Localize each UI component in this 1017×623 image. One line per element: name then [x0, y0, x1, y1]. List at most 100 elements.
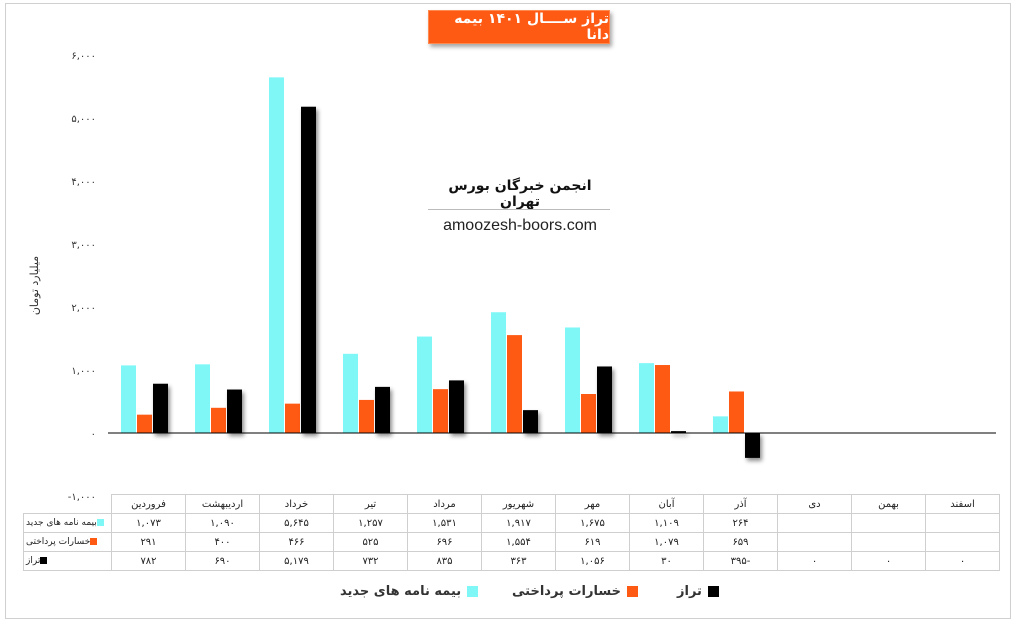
y-tick-label: ۲,۰۰۰ — [71, 303, 96, 314]
data-label — [851, 532, 926, 552]
watermark-website: amoozesh-boors.com — [443, 217, 597, 234]
y-tick-label: ۴,۰۰۰ — [71, 177, 96, 188]
data-label: ۵,۶۴۵ — [259, 513, 334, 533]
legend-key — [90, 538, 98, 545]
legend-label: تراز — [677, 584, 702, 599]
data-label: ۶۹۰ — [185, 551, 260, 571]
x-tick-label: اردیبهشت — [185, 494, 260, 514]
data-label: ۵,۱۷۹ — [259, 551, 334, 571]
data-label: ۴۶۶ — [259, 532, 334, 552]
data-label: ۸۳۵ — [407, 551, 482, 571]
data-label: ۱,۹۱۷ — [481, 513, 556, 533]
series-name: بیمه نامه های جدید — [26, 518, 97, 528]
legend-swatch — [467, 586, 479, 597]
row-header: بیمه نامه های جدید — [23, 513, 112, 533]
bar — [359, 399, 374, 433]
y-tick-label: ۱,۰۰۰ — [71, 366, 96, 377]
x-tick-label: فروردین — [111, 494, 186, 514]
data-label: ۱,۵۵۴ — [481, 532, 556, 552]
series-name: تراز — [26, 556, 41, 566]
bar — [137, 414, 152, 433]
data-label: ۱,۱۰۹ — [629, 513, 704, 533]
bar — [153, 383, 168, 433]
bar — [449, 380, 464, 433]
bar — [671, 431, 686, 433]
bar — [211, 407, 226, 433]
data-label — [925, 513, 1000, 533]
y-axis-label: میلیارد تومان — [28, 255, 42, 315]
legend-key — [40, 557, 48, 564]
legend-key — [96, 519, 104, 526]
chart-title: تراز ســــال ۱۴۰۱ بیمه دانا — [428, 10, 610, 44]
x-tick-label: خرداد — [259, 494, 334, 514]
data-label: ۱,۲۵۷ — [333, 513, 408, 533]
bar — [375, 386, 390, 433]
data-label — [777, 513, 852, 533]
legend-label: بیمه نامه های جدید — [340, 584, 462, 599]
data-label: ۰ — [851, 551, 926, 571]
table-row: تراز ۷۸۲ ۶۹۰ ۵,۱۷۹ ۷۳۲ ۸۳۵ ۳۶۳ ۱,۰۵۶ ۳۰ -۳۹۵ ۰ ۰ ۰ — [23, 551, 1000, 571]
table-header-row: فروردین اردیبهشت خرداد تیر مرداد شهریور مهر آبا… — [23, 494, 1000, 514]
watermark-divider — [428, 209, 610, 210]
bar — [121, 365, 136, 433]
data-label: -۳۹۵ — [703, 551, 778, 571]
table-row: خسارات پرداختی ۲۹۱ ۴۰۰ ۴۶۶ ۵۲۵ ۶۹۶ ۱,۵۵۴ ۶۱۹ ۱,۰… — [23, 532, 1000, 552]
x-tick-label: شهریور — [481, 494, 556, 514]
watermark-org-name: انجمن خبرگان بورس تهران — [448, 178, 592, 210]
legend-swatch — [707, 586, 719, 597]
table-row: بیمه نامه های جدید ۱,۰۷۳ ۱,۰۹۰ ۵,۶۴۵ ۱,۲۵۷ ۱,… — [23, 513, 1000, 533]
data-label — [777, 532, 852, 552]
legend-label: خسارات پرداختی — [512, 584, 621, 599]
bar — [433, 389, 448, 433]
data-label: ۲۹۱ — [111, 532, 186, 552]
bar — [343, 353, 358, 433]
x-tick-label: تیر — [333, 494, 408, 514]
data-label — [925, 532, 1000, 552]
bar — [285, 403, 300, 433]
row-header: خسارات پرداختی — [23, 532, 112, 552]
legend-item-claims: خسارات پرداختی — [512, 584, 638, 599]
data-table: فروردین اردیبهشت خرداد تیر مرداد شهریور مهر آبا… — [23, 494, 1000, 571]
bar — [227, 389, 242, 433]
bar — [417, 336, 432, 433]
data-label: ۲۶۴ — [703, 513, 778, 533]
y-tick-label: ۶,۰۰۰ — [71, 51, 96, 62]
legend-item-balance: تراز — [677, 584, 719, 599]
x-tick-label: آبان — [629, 494, 704, 514]
row-header: تراز — [23, 551, 112, 571]
data-label: ۷۳۲ — [333, 551, 408, 571]
bar — [565, 327, 580, 433]
data-label: ۰ — [777, 551, 852, 571]
bar — [491, 312, 506, 433]
x-tick-label: بهمن — [851, 494, 926, 514]
bar — [523, 410, 538, 433]
data-label: ۱,۰۵۶ — [555, 551, 630, 571]
data-label: ۶۹۶ — [407, 532, 482, 552]
x-tick-label: مرداد — [407, 494, 482, 514]
data-label: ۶۵۹ — [703, 532, 778, 552]
data-label: ۳۶۳ — [481, 551, 556, 571]
bar — [713, 416, 728, 433]
data-label: ۱,۵۳۱ — [407, 513, 482, 533]
bar — [507, 335, 522, 433]
x-tick-label: اسفند — [925, 494, 1000, 514]
y-tick-label: ۰ — [91, 429, 96, 440]
bar — [269, 77, 284, 434]
data-label: ۳۰ — [629, 551, 704, 571]
bar — [745, 433, 760, 458]
bar — [729, 391, 744, 433]
bar — [597, 366, 612, 433]
legend-swatch — [626, 586, 638, 597]
y-tick-label: ۳,۰۰۰ — [71, 240, 96, 251]
data-label: ۱,۰۷۳ — [111, 513, 186, 533]
bar — [639, 363, 654, 433]
series-name: خسارات پرداختی — [26, 537, 91, 547]
legend-item-new-policies: بیمه نامه های جدید — [340, 584, 479, 599]
chart-frame — [5, 3, 1011, 619]
x-tick-label: مهر — [555, 494, 630, 514]
data-label: ۰ — [925, 551, 1000, 571]
data-label: ۴۰۰ — [185, 532, 260, 552]
data-label — [851, 513, 926, 533]
data-label: ۱,۰۹۰ — [185, 513, 260, 533]
